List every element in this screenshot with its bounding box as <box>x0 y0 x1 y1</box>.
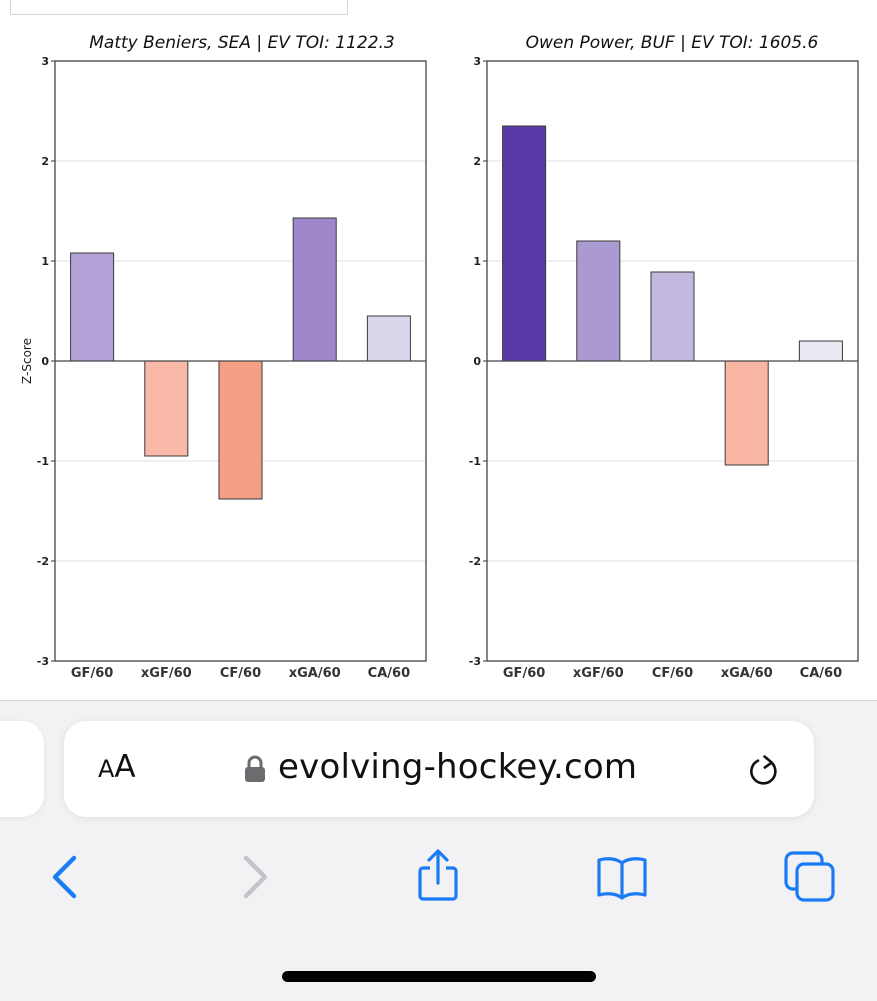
y-tick-label: 2 <box>41 155 49 168</box>
x-tick-label: CA/60 <box>800 666 842 681</box>
bar-ca-60 <box>798 340 843 362</box>
text-size-small-label: A <box>98 755 115 783</box>
x-tick-label: xGA/60 <box>289 666 341 681</box>
chart-area: -3 -2 -1 0 1 2 3 GF/60 xGF/60 CF/60 xGA/60 CA/60 Mat… <box>10 0 859 681</box>
chevron-left-icon[interactable] <box>38 849 94 905</box>
y-tick-label: -1 <box>469 455 481 468</box>
bar-xgf-60 <box>144 360 189 457</box>
x-tick-label: CF/60 <box>652 666 693 681</box>
y-tick-label: 3 <box>41 55 49 68</box>
y-tick-label: -3 <box>37 655 49 668</box>
plot-frame <box>486 60 859 662</box>
browser-chrome: AA evolving-hockey.com <box>0 700 877 1001</box>
y-tick-label: 0 <box>473 355 481 368</box>
tabs-icon[interactable] <box>782 849 838 905</box>
bar-cf-60 <box>650 271 695 362</box>
chart-panel-2: -3 -2 -1 0 1 2 3 GF/60 xGF/60 CF/60 xGA/60 CA/60 Owe… <box>469 33 859 681</box>
share-icon[interactable] <box>410 849 466 905</box>
y-tick-label: 2 <box>473 155 481 168</box>
y-tick-label: 0 <box>41 355 49 368</box>
y-tick-label: -2 <box>37 555 49 568</box>
x-tick-label: xGF/60 <box>141 666 192 681</box>
chevron-right-icon[interactable] <box>228 849 284 905</box>
url-text: evolving-hockey.com <box>278 747 638 787</box>
x-tick-label: xGF/60 <box>573 666 624 681</box>
chart-title: Matty Beniers, SEA | EV TOI: 1122.3 <box>89 33 394 53</box>
x-tick-label: CA/60 <box>368 666 410 681</box>
chart-panel-1: -3 -2 -1 0 1 2 3 GF/60 xGF/60 CF/60 xGA/60 CA/60 Mat… <box>20 33 427 681</box>
reload-icon[interactable] <box>744 751 784 791</box>
bar-gf-60 <box>502 125 547 362</box>
page-fragment <box>10 0 348 15</box>
y-tick-label: 1 <box>41 255 49 268</box>
x-tick-label: GF/60 <box>503 666 545 681</box>
x-tick-label: CF/60 <box>220 666 261 681</box>
bar-cf-60 <box>218 360 263 500</box>
book-icon[interactable] <box>594 849 650 905</box>
x-tick-label: GF/60 <box>71 666 113 681</box>
url-display[interactable]: evolving-hockey.com <box>244 747 664 791</box>
text-size-button[interactable]: AA <box>98 749 136 785</box>
lock-icon <box>245 755 265 782</box>
bar-xga-60 <box>292 217 337 362</box>
address-bar[interactable]: AA evolving-hockey.com <box>64 721 814 817</box>
y-tick-label: -1 <box>37 455 49 468</box>
x-tick-label: xGA/60 <box>721 666 773 681</box>
previous-tab-address-bar[interactable] <box>0 721 44 817</box>
y-tick-label: 1 <box>473 255 481 268</box>
y-tick-label: 3 <box>473 55 481 68</box>
charts-svg: -3 -2 -1 0 1 2 3 GF/60 xGF/60 CF/60 xGA/60 CA/60 Mat… <box>20 33 859 681</box>
home-indicator[interactable] <box>282 971 596 982</box>
bar-gf-60 <box>70 252 115 362</box>
y-tick-label: -3 <box>469 655 481 668</box>
plot-frame <box>54 60 427 662</box>
text-size-big-label: A <box>114 749 136 785</box>
bar-ca-60 <box>366 315 411 362</box>
y-axis-label: Z-Score <box>20 338 34 384</box>
y-tick-label: -2 <box>469 555 481 568</box>
bar-xgf-60 <box>576 240 621 362</box>
chart-title: Owen Power, BUF | EV TOI: 1605.6 <box>526 33 819 53</box>
bar-xga-60 <box>724 360 769 466</box>
